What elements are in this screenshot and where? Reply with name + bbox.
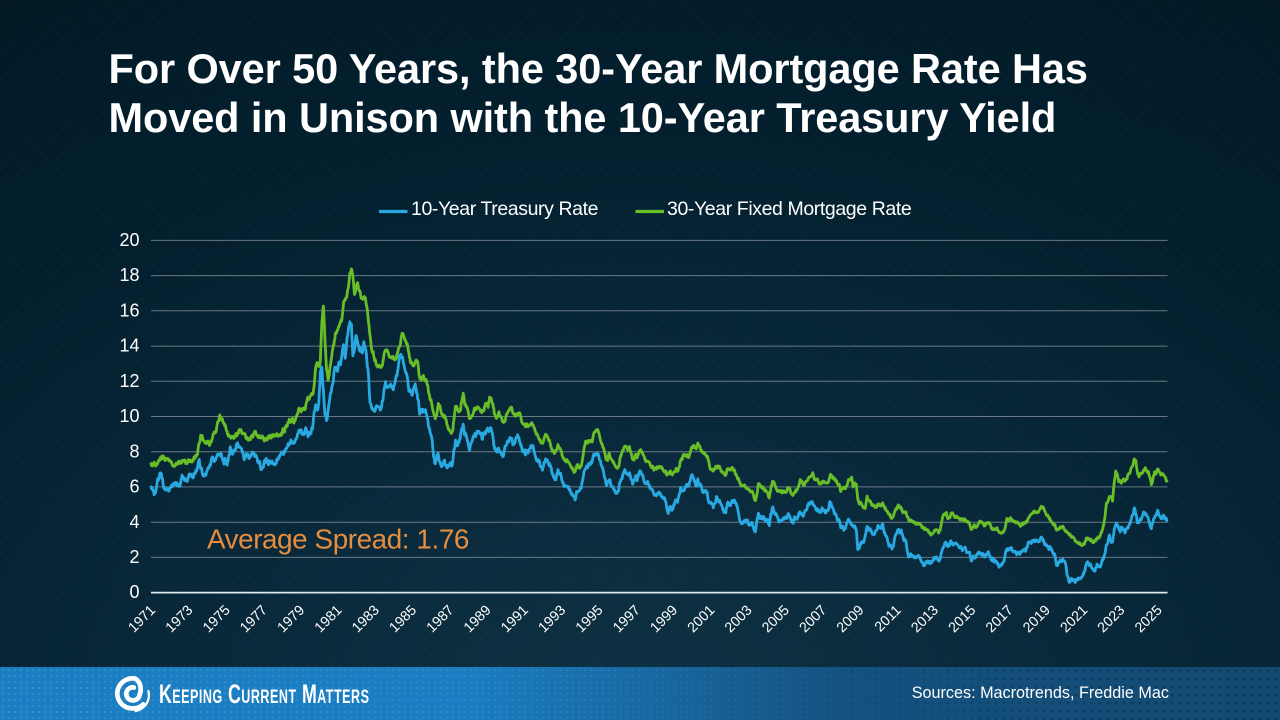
svg-text:12: 12 xyxy=(119,371,139,391)
svg-text:2001: 2001 xyxy=(685,602,719,636)
svg-text:1991: 1991 xyxy=(498,602,532,636)
svg-text:0: 0 xyxy=(129,582,139,602)
svg-text:1973: 1973 xyxy=(163,602,197,636)
svg-text:2009: 2009 xyxy=(834,602,868,636)
svg-text:2015: 2015 xyxy=(946,602,980,636)
svg-text:30-Year Fixed Mortgage Rate: 30-Year Fixed Mortgage Rate xyxy=(667,198,911,220)
svg-text:2007: 2007 xyxy=(796,602,830,636)
svg-text:10: 10 xyxy=(119,406,139,426)
svg-text:2005: 2005 xyxy=(759,602,793,636)
svg-text:1981: 1981 xyxy=(312,602,346,636)
svg-text:1983: 1983 xyxy=(349,602,383,636)
svg-text:2025: 2025 xyxy=(1132,602,1166,636)
svg-text:4: 4 xyxy=(129,512,139,532)
svg-text:6: 6 xyxy=(129,477,139,497)
svg-text:1989: 1989 xyxy=(461,602,495,636)
svg-text:8: 8 xyxy=(129,441,139,461)
svg-text:14: 14 xyxy=(119,336,139,356)
svg-text:2017: 2017 xyxy=(983,602,1017,636)
svg-text:1993: 1993 xyxy=(535,602,569,636)
svg-text:20: 20 xyxy=(119,230,139,250)
svg-text:2013: 2013 xyxy=(908,602,942,636)
svg-text:18: 18 xyxy=(119,265,139,285)
svg-text:10-Year Treasury Rate: 10-Year Treasury Rate xyxy=(411,198,598,220)
svg-text:2023: 2023 xyxy=(1095,602,1129,636)
svg-text:1995: 1995 xyxy=(573,602,607,636)
svg-text:2019: 2019 xyxy=(1020,602,1054,636)
svg-text:1971: 1971 xyxy=(125,602,159,636)
svg-text:1975: 1975 xyxy=(200,602,234,636)
svg-text:2: 2 xyxy=(129,547,139,567)
svg-text:2021: 2021 xyxy=(1057,602,1091,636)
svg-text:1985: 1985 xyxy=(386,602,420,636)
svg-text:1997: 1997 xyxy=(610,602,644,636)
svg-text:Average Spread: 1.76: Average Spread: 1.76 xyxy=(207,524,469,555)
svg-text:1999: 1999 xyxy=(647,602,681,636)
svg-text:2003: 2003 xyxy=(722,602,756,636)
svg-text:16: 16 xyxy=(119,300,139,320)
svg-text:2011: 2011 xyxy=(872,602,905,635)
svg-text:1979: 1979 xyxy=(274,602,308,636)
svg-text:1987: 1987 xyxy=(424,602,458,636)
svg-text:1977: 1977 xyxy=(237,602,271,636)
